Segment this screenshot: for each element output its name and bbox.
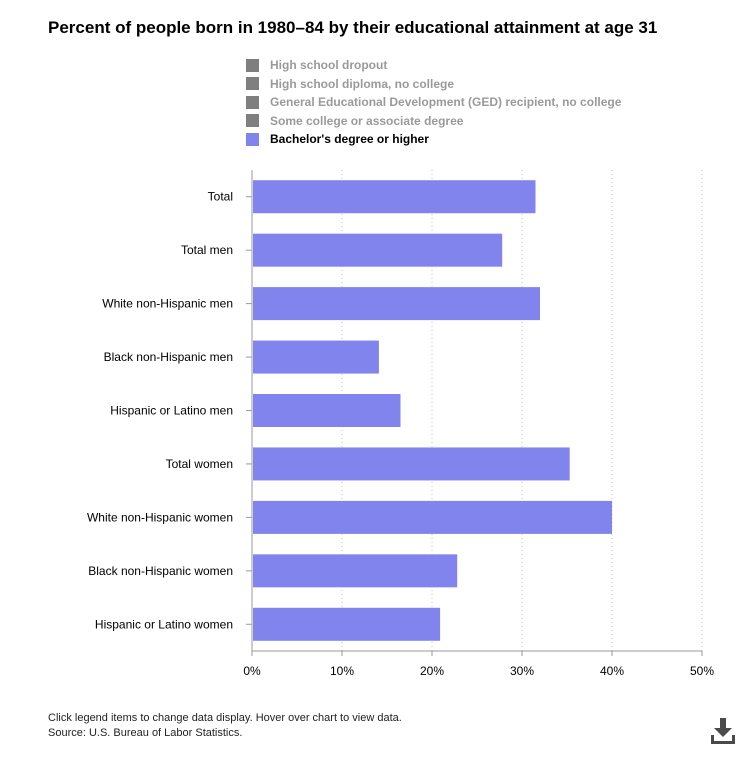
legend-item-ged[interactable]: General Educational Development (GED) re… xyxy=(246,93,621,112)
legend-item-high-school-dropout[interactable]: High school dropout xyxy=(246,56,621,75)
chart-title: Percent of people born in 1980–84 by the… xyxy=(48,18,658,37)
bar[interactable] xyxy=(253,554,458,588)
legend: High school dropout High school diploma,… xyxy=(246,56,621,149)
legend-item-high-school-diploma[interactable]: High school diploma, no college xyxy=(246,75,621,94)
x-tick-label: 40% xyxy=(600,664,624,678)
bar[interactable] xyxy=(253,233,503,267)
legend-swatch xyxy=(246,77,259,91)
x-tick-label: 0% xyxy=(243,664,261,678)
x-tick-label: 20% xyxy=(420,664,444,678)
category-label: Hispanic or Latino women xyxy=(95,617,233,631)
bar[interactable] xyxy=(253,287,540,321)
bar[interactable] xyxy=(253,340,379,374)
category-label: Black non-Hispanic women xyxy=(88,564,233,578)
legend-item-bachelors[interactable]: Bachelor's degree or higher xyxy=(246,130,621,149)
bar[interactable] xyxy=(253,394,401,427)
legend-swatch xyxy=(246,58,259,72)
legend-label: High school diploma, no college xyxy=(270,76,455,91)
category-label: Total men xyxy=(181,243,233,257)
legend-swatch xyxy=(246,95,259,109)
bar[interactable] xyxy=(253,447,570,481)
legend-label: High school dropout xyxy=(270,58,388,73)
category-label: Total women xyxy=(166,457,233,471)
category-label: Black non-Hispanic men xyxy=(104,350,233,364)
category-label: White non-Hispanic women xyxy=(87,510,233,524)
x-tick-label: 50% xyxy=(690,664,714,678)
download-icon xyxy=(711,718,735,744)
footer-note: Click legend items to change data displa… xyxy=(48,712,402,724)
legend-label: General Educational Development (GED) re… xyxy=(270,95,622,110)
bar[interactable] xyxy=(253,500,612,534)
legend-label: Bachelor's degree or higher xyxy=(270,132,429,147)
category-label: Hispanic or Latino men xyxy=(110,404,233,418)
chart-footer: Click legend items to change data displa… xyxy=(48,711,402,741)
x-tick-label: 10% xyxy=(330,664,354,678)
category-label: Total xyxy=(208,190,233,204)
legend-swatch xyxy=(246,114,259,128)
legend-swatch xyxy=(246,132,259,146)
legend-item-some-college[interactable]: Some college or associate degree xyxy=(246,112,621,131)
bar[interactable] xyxy=(253,607,441,641)
bar[interactable] xyxy=(253,180,536,214)
x-tick-label: 30% xyxy=(510,664,534,678)
footer-source: Source: U.S. Bureau of Labor Statistics. xyxy=(48,727,243,739)
legend-label: Some college or associate degree xyxy=(270,113,464,128)
category-label: White non-Hispanic men xyxy=(102,297,233,311)
download-button[interactable] xyxy=(710,716,736,746)
